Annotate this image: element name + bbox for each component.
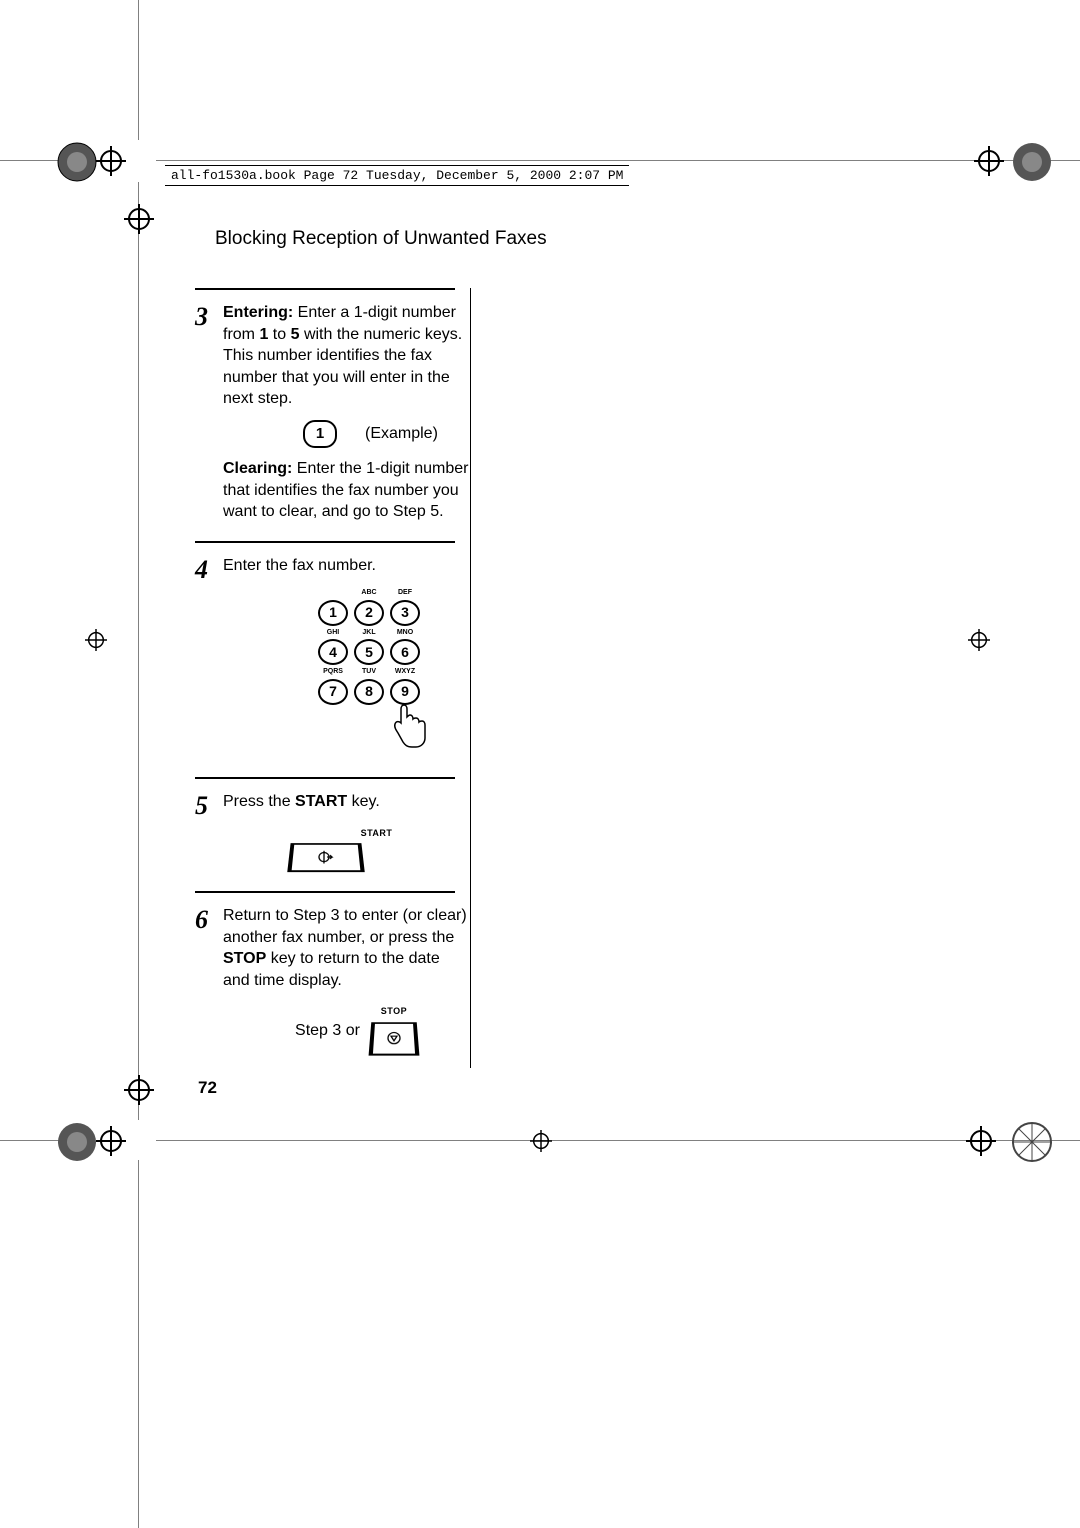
range-to: 5 [291, 326, 300, 343]
key-label: PQRS [315, 667, 351, 676]
column-divider [470, 288, 471, 1068]
keypad-key: 7 [318, 679, 348, 705]
keypad-key: 3 [390, 600, 420, 626]
hand-pointer-icon [386, 703, 430, 753]
reg-mark-bottom-left [96, 1126, 126, 1156]
step-number: 5 [195, 791, 223, 873]
key-label: STOP [370, 1005, 418, 1017]
step-body: Enter the fax number. ABC DEF 1 2 3 GHI … [223, 555, 470, 760]
rule [195, 288, 455, 290]
stop-bold: STOP [223, 950, 266, 967]
keypad-key: 9 [390, 679, 420, 705]
step-3: 3 Entering: Enter a 1-digit number from … [195, 302, 470, 523]
key-label: DEF [387, 588, 423, 597]
rule [195, 777, 455, 779]
step-body: Entering: Enter a 1-digit number from 1 … [223, 302, 470, 523]
keypad-key: 4 [318, 639, 348, 665]
reg-mark-bottom-right [966, 1126, 996, 1156]
text: Enter the fax number. [223, 557, 376, 574]
key-label: ABC [351, 588, 387, 597]
key-label: JKL [351, 628, 387, 637]
jewel-bottom-left [55, 1120, 99, 1164]
jewel-top-left [55, 140, 99, 184]
step-number: 6 [195, 905, 223, 1056]
start-bold: START [295, 793, 347, 810]
reg-mark-mid-right [968, 629, 990, 651]
stop-key-icon: Step 3 or STOP [243, 1005, 470, 1055]
reg-mark-top-left [96, 146, 126, 176]
jewel-top-right [1010, 140, 1054, 184]
keypad-key: 6 [390, 639, 420, 665]
keypad-key-1-icon: 1 [303, 420, 337, 448]
text: Return to Step 3 to enter (or clear) ano… [223, 907, 467, 946]
step-number: 3 [195, 302, 223, 523]
key-label: START [283, 827, 470, 839]
step-body: Return to Step 3 to enter (or clear) ano… [223, 905, 470, 1056]
framemaker-header: all-fo1530a.book Page 72 Tuesday, Decemb… [165, 165, 629, 186]
keypad-icon: ABC DEF 1 2 3 GHI JKL MNO 4 5 6 [268, 588, 470, 759]
step-4: 4 Enter the fax number. ABC DEF 1 2 3 GH… [195, 555, 470, 760]
keypad-key: 1 [318, 600, 348, 626]
rule [195, 891, 455, 893]
step-5: 5 Press the START key. START [195, 791, 470, 873]
rule [195, 541, 455, 543]
jewel-bottom-right [1010, 1120, 1054, 1164]
keypad-key: 8 [354, 679, 384, 705]
key-label: TUV [351, 667, 387, 676]
step-body: Press the START key. START [223, 791, 470, 873]
keypad-key: 2 [354, 600, 384, 626]
example-label: (Example) [365, 423, 438, 445]
reg-mark-bottom-center [530, 1130, 552, 1152]
reg-mark-bottom-left-inner [124, 1075, 154, 1105]
step3-or-label: Step 3 or [295, 1020, 360, 1042]
key-label: GHI [315, 628, 351, 637]
key-label: MNO [387, 628, 423, 637]
text: key. [347, 793, 380, 810]
page-number: 72 [198, 1078, 217, 1098]
clearing-label: Clearing: [223, 460, 292, 477]
step-6: 6 Return to Step 3 to enter (or clear) a… [195, 905, 470, 1056]
text: Press the [223, 793, 295, 810]
step-number: 4 [195, 555, 223, 760]
reg-mark-top-right [974, 146, 1004, 176]
content-column: 3 Entering: Enter a 1-digit number from … [195, 288, 470, 1056]
reg-mark-left [124, 204, 154, 234]
keypad-key: 5 [354, 639, 384, 665]
entering-label: Entering: [223, 304, 293, 321]
section-heading: Blocking Reception of Unwanted Faxes [215, 228, 547, 250]
key-label: WXYZ [387, 667, 423, 676]
key-label [315, 588, 351, 597]
start-key-icon: START [283, 827, 470, 873]
text: to [268, 326, 290, 343]
reg-mark-mid-left [85, 629, 107, 651]
